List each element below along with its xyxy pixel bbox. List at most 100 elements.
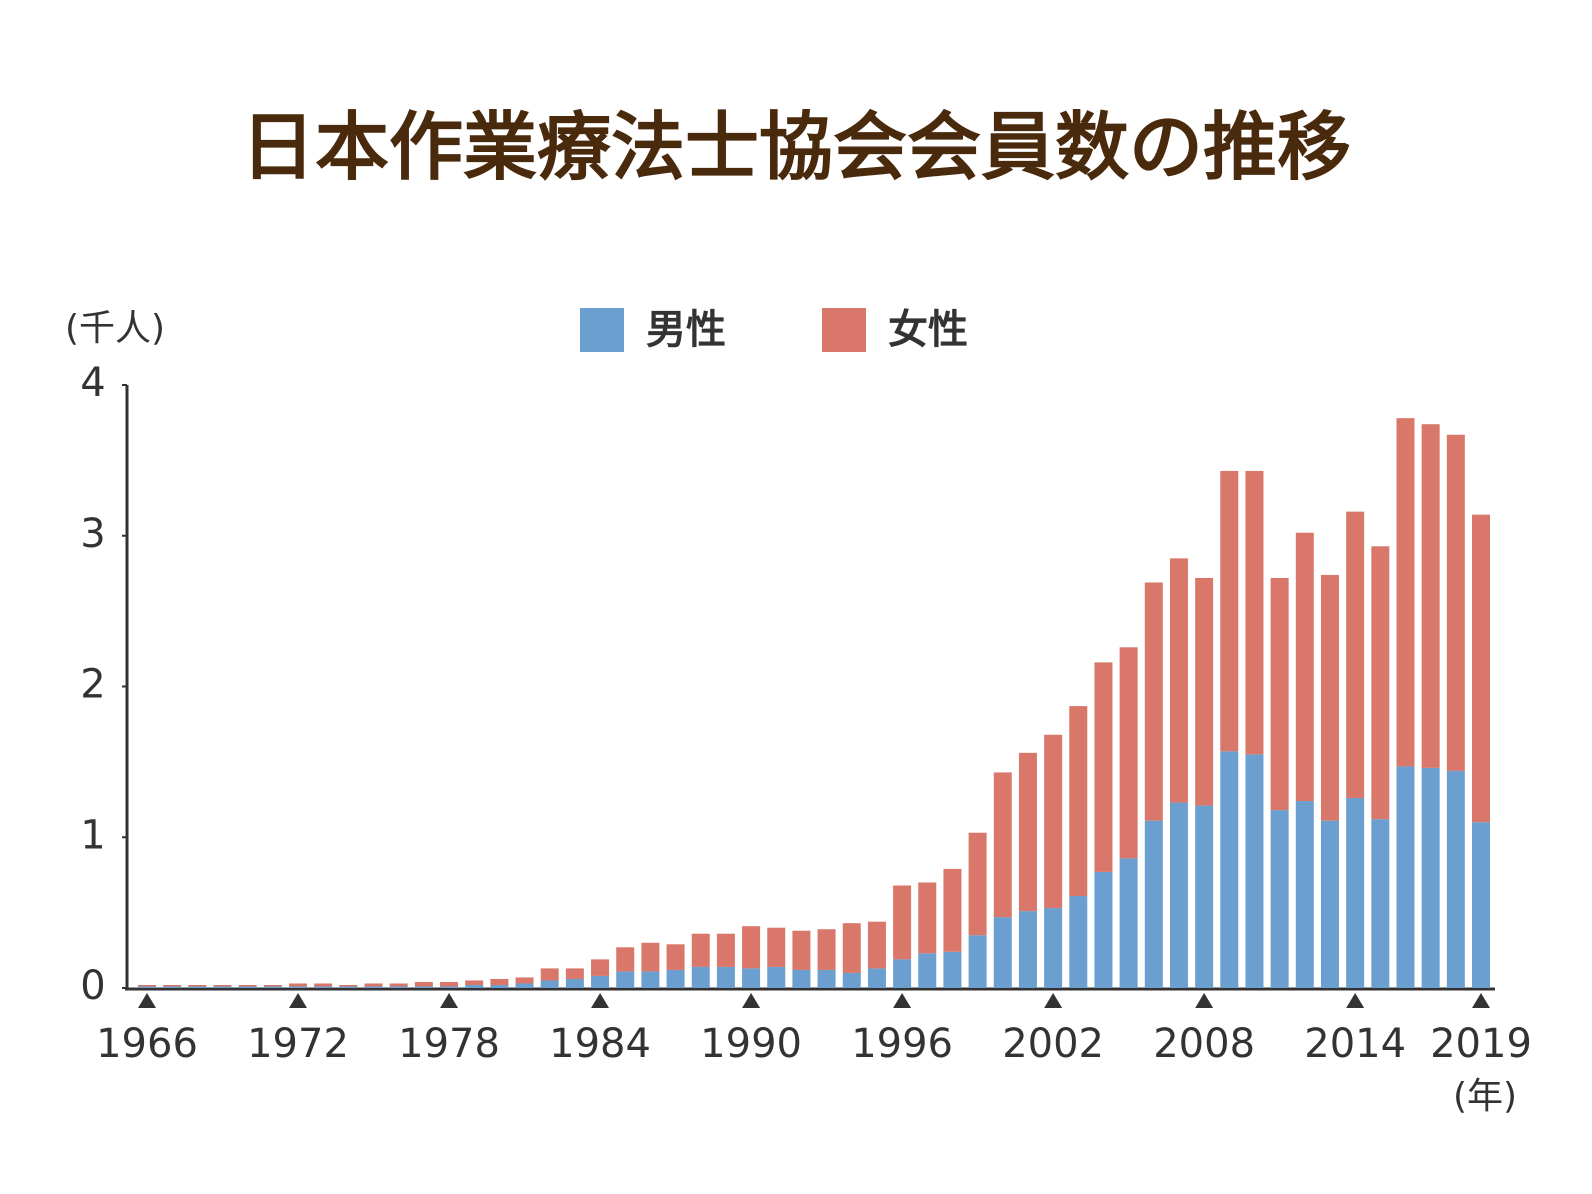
tick-triangle: [1346, 993, 1365, 1008]
tick-triangle: [440, 993, 459, 1008]
bar-segment: [1069, 896, 1088, 988]
bar-segment: [515, 983, 534, 988]
x-tick-label: 1978: [398, 1021, 500, 1067]
bar-segment: [289, 986, 308, 988]
tick-triangle: [591, 993, 610, 1008]
bar-segment: [1094, 662, 1113, 872]
bar-segment: [1421, 424, 1440, 768]
bar-segment: [263, 986, 282, 988]
bar-segment: [238, 986, 257, 988]
x-tick-label: 1966: [96, 1021, 198, 1067]
bar-segment: [465, 984, 484, 988]
bar-segment: [767, 966, 786, 988]
bar-segment: [616, 971, 635, 988]
tick-triangle: [742, 993, 761, 1008]
bar-segment: [490, 978, 509, 985]
bar-segment: [414, 986, 433, 988]
bar-segment: [792, 969, 811, 988]
bar-segment: [339, 986, 358, 988]
bar-segment: [817, 969, 836, 988]
x-tick-label: 1990: [700, 1021, 802, 1067]
bar-segment: [389, 986, 408, 988]
tick-triangle: [1044, 993, 1063, 1008]
bar-segment: [1320, 820, 1339, 988]
legend-label: 女性: [888, 307, 968, 353]
bar-segment: [163, 984, 182, 987]
bar-segment: [968, 832, 987, 936]
legend-swatch: [822, 308, 866, 352]
bar-segment: [1320, 574, 1339, 821]
y-tick-label: 3: [80, 511, 105, 557]
bar-segment: [742, 968, 761, 988]
bar-segment: [943, 951, 962, 988]
x-tick-label: 2014: [1304, 1021, 1406, 1067]
bar-segment: [1472, 822, 1490, 988]
bar-segment: [1346, 798, 1365, 988]
bar-segment: [188, 986, 207, 988]
bar-segment: [515, 977, 534, 984]
bar-segment: [1119, 647, 1138, 859]
bar-segment: [1446, 770, 1465, 988]
bar-segment: [339, 984, 358, 987]
bar-segment: [641, 971, 660, 988]
bar-segment: [1169, 558, 1188, 803]
bar-segment: [792, 930, 811, 970]
bar-segment: [1169, 802, 1188, 988]
bar-segment: [138, 984, 156, 987]
bar-segment: [490, 984, 509, 988]
bar-segment: [716, 966, 735, 988]
bar-segment: [968, 935, 987, 988]
bar-segment: [1396, 766, 1415, 988]
x-tick-label: 2019: [1430, 1021, 1532, 1067]
bar-segment: [716, 933, 735, 967]
bar-segment: [1195, 577, 1214, 806]
bar-segment: [1144, 820, 1163, 988]
y-tick-label: 4: [80, 360, 105, 406]
y-tick-label: 2: [80, 662, 105, 708]
bar-segment: [691, 933, 710, 967]
bar-segment: [691, 966, 710, 988]
bar-segment: [440, 981, 459, 987]
tick-triangle: [1195, 993, 1214, 1008]
bar-segment: [1144, 582, 1163, 821]
bar-segment: [1044, 908, 1063, 988]
bar-segment: [138, 986, 156, 988]
bar-segment: [1018, 911, 1037, 988]
bar-segment: [540, 968, 559, 981]
bar-segment: [616, 947, 635, 972]
bar-segment: [289, 983, 308, 987]
bar-segment: [1245, 470, 1264, 755]
bar-segment: [213, 984, 232, 987]
bar-segment: [918, 953, 937, 988]
bar-segment: [817, 929, 836, 970]
bar-segment: [1220, 751, 1239, 988]
bar-segment: [842, 923, 861, 973]
bar-segment: [1270, 577, 1289, 811]
bar-segment: [867, 968, 886, 988]
bar-segment: [767, 927, 786, 967]
bar-segment: [565, 978, 584, 988]
x-tick-label: 1984: [549, 1021, 651, 1067]
bar-segment: [742, 926, 761, 969]
tick-triangle: [289, 993, 308, 1008]
chart-title: 日本作業療法士協会会員数の推移: [241, 105, 1351, 191]
bar-segment: [867, 921, 886, 969]
bar-segment: [314, 983, 333, 987]
bar-segment: [1270, 810, 1289, 988]
bar-segment: [1119, 858, 1138, 988]
bar-segment: [1371, 819, 1390, 988]
bar-segment: [1295, 801, 1314, 988]
x-tick-label: 2002: [1002, 1021, 1104, 1067]
bar-segment: [1069, 706, 1088, 897]
tick-triangle: [1472, 993, 1490, 1008]
bar-segment: [440, 986, 459, 988]
tick-triangle: [138, 993, 156, 1008]
bar-segment: [1018, 752, 1037, 912]
y-tick-label: 0: [80, 963, 105, 1009]
bar-segment: [1044, 734, 1063, 909]
bar-segment: [1295, 532, 1314, 802]
x-tick-label: 1972: [247, 1021, 349, 1067]
bar-segment: [1446, 434, 1465, 771]
bar-segment: [1421, 767, 1440, 988]
x-tick-label: 2008: [1153, 1021, 1255, 1067]
